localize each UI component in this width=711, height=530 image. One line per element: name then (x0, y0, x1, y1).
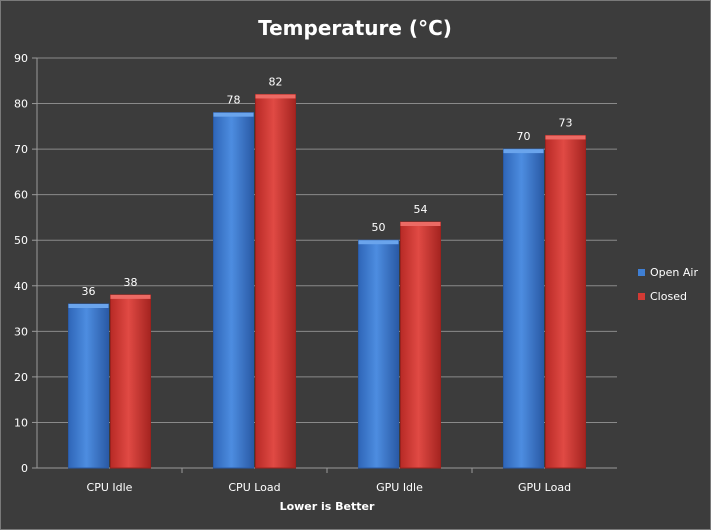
y-axis-ticks: 0 10 20 30 40 50 60 70 80 90 (14, 52, 38, 475)
data-label: 54 (414, 203, 428, 216)
bar-top-highlight (110, 294, 151, 299)
x-category-label: GPU Load (518, 481, 571, 494)
bar (110, 294, 151, 469)
y-tick-label: 60 (14, 189, 28, 202)
data-labels: 36 38 78 82 50 54 70 73 (82, 75, 573, 298)
data-label: 73 (559, 116, 573, 129)
legend-swatch (638, 293, 645, 300)
bar-top-highlight (358, 240, 399, 245)
legend-label: Closed (650, 290, 687, 303)
bar (400, 221, 441, 469)
bars (68, 93, 586, 469)
legend: Open Air Closed (638, 266, 698, 303)
y-tick-label: 20 (14, 371, 28, 384)
y-tick-label: 40 (14, 280, 28, 293)
data-label: 38 (124, 276, 138, 289)
x-axis-categories: CPU Idle CPU Load GPU Idle GPU Load (87, 468, 571, 494)
bar (503, 148, 544, 469)
bar (358, 239, 399, 469)
y-tick-label: 90 (14, 52, 28, 65)
x-category-label: CPU Idle (87, 481, 133, 494)
data-label: 78 (227, 94, 241, 107)
bar-top-highlight (545, 135, 586, 140)
legend-label: Open Air (650, 266, 698, 279)
bar (68, 303, 109, 469)
y-tick-label: 30 (14, 325, 28, 338)
bar (545, 134, 586, 469)
bar-top-highlight (213, 112, 254, 117)
bar-top-highlight (68, 304, 109, 308)
x-category-label: CPU Load (228, 481, 280, 494)
y-tick-label: 80 (14, 98, 28, 111)
data-label: 36 (82, 285, 96, 298)
y-tick-label: 70 (14, 143, 28, 156)
x-axis-label: Lower is Better (280, 500, 375, 513)
y-tick-label: 50 (14, 234, 28, 247)
bar-top-highlight (503, 149, 544, 154)
data-label: 50 (372, 221, 386, 234)
y-tick-label: 10 (14, 416, 28, 429)
chart-title: Temperature (°C) (258, 16, 452, 40)
data-label: 70 (517, 130, 531, 143)
y-tick-label: 0 (21, 462, 28, 475)
bar (255, 93, 296, 469)
bar (213, 112, 254, 469)
x-category-label: GPU Idle (376, 481, 423, 494)
bar-top-highlight (255, 94, 296, 99)
data-label: 82 (269, 75, 283, 88)
bar-top-highlight (400, 222, 441, 226)
legend-swatch (638, 269, 645, 276)
